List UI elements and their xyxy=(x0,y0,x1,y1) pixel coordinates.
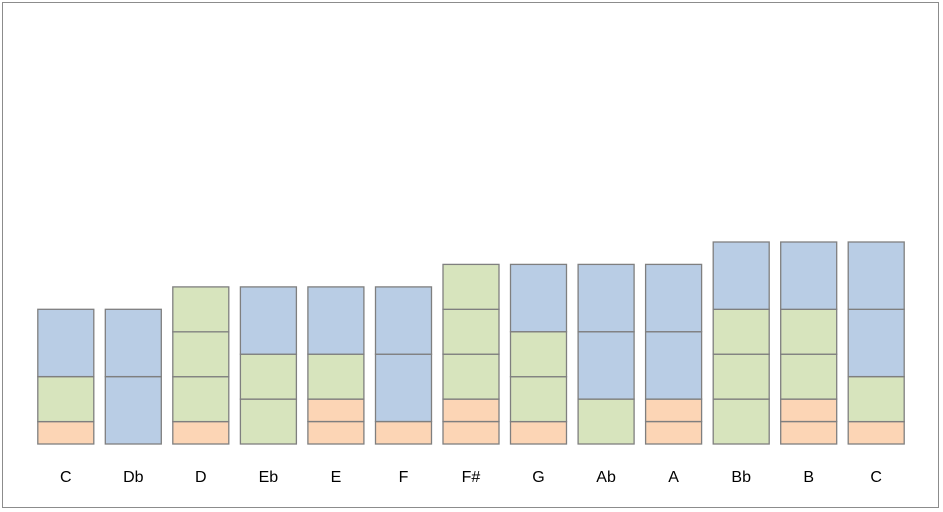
bar-segment-5-2 xyxy=(374,286,433,355)
category-label-8: Ab xyxy=(596,469,616,486)
bar-segment-8-0 xyxy=(577,398,635,445)
bar-segment-5-1 xyxy=(374,353,433,423)
bar-segment-10-2 xyxy=(712,308,770,355)
category-label-12: C xyxy=(870,469,882,486)
category-label-2: D xyxy=(195,469,207,486)
bar-segment-11-0 xyxy=(780,420,838,445)
category-label-1: Db xyxy=(123,469,144,486)
bar-segment-4-3 xyxy=(307,286,365,355)
bar-segment-2-3 xyxy=(172,286,230,333)
bar-segment-3-1 xyxy=(239,353,298,400)
bar-segment-0-0 xyxy=(37,420,95,445)
category-label-5: F xyxy=(399,469,409,486)
bar-segment-9-3 xyxy=(644,263,703,333)
bar-segment-7-1 xyxy=(509,376,568,423)
bar-segment-4-1 xyxy=(307,398,365,423)
bar-segment-0-1 xyxy=(37,376,95,423)
category-label-4: E xyxy=(331,469,342,486)
bars-group xyxy=(37,241,905,445)
bar-segment-7-3 xyxy=(509,263,568,333)
bar-segment-11-1 xyxy=(780,398,838,423)
category-label-7: G xyxy=(532,469,544,486)
category-label-0: C xyxy=(60,469,72,486)
category-label-3: Eb xyxy=(259,469,279,486)
bar-segment-11-4 xyxy=(780,241,838,310)
bar-segment-12-2 xyxy=(847,308,905,378)
bar-segment-2-2 xyxy=(172,331,230,378)
bar-segment-4-2 xyxy=(307,353,365,400)
bar-segment-6-4 xyxy=(442,263,500,310)
category-label-9: A xyxy=(668,469,679,486)
bar-segment-2-1 xyxy=(172,376,230,423)
bar-segment-2-0 xyxy=(172,420,230,445)
bar-segment-9-2 xyxy=(644,331,703,400)
bar-segment-10-0 xyxy=(712,398,770,445)
bar-segment-6-3 xyxy=(442,308,500,355)
bar-segment-3-0 xyxy=(239,398,298,445)
bar-segment-7-2 xyxy=(509,331,568,378)
bar-segment-6-2 xyxy=(442,353,500,400)
bar-segment-11-3 xyxy=(780,308,838,355)
category-label-10: Bb xyxy=(731,469,751,486)
bar-segment-11-2 xyxy=(780,353,838,400)
bar-segment-12-3 xyxy=(847,241,905,310)
bar-segment-4-0 xyxy=(307,420,365,445)
category-labels-group: C Db D Eb E F F# G Ab A Bb B C xyxy=(60,469,882,486)
bar-segment-5-0 xyxy=(374,420,433,445)
bar-segment-10-3 xyxy=(712,241,770,310)
bar-segment-7-0 xyxy=(509,420,568,445)
bar-segment-1-0 xyxy=(104,376,162,445)
bar-segment-6-0 xyxy=(442,420,500,445)
bar-segment-8-1 xyxy=(577,331,635,400)
bar-segment-9-0 xyxy=(644,420,703,445)
bar-segment-12-0 xyxy=(847,420,905,445)
bar-segment-10-1 xyxy=(712,353,770,400)
bar-segment-12-1 xyxy=(847,376,905,423)
bar-segment-9-1 xyxy=(644,398,703,423)
bar-segment-6-1 xyxy=(442,398,500,423)
bar-segment-0-2 xyxy=(37,308,95,378)
bar-segment-8-2 xyxy=(577,263,635,333)
bar-segment-3-2 xyxy=(239,286,298,355)
category-label-11: B xyxy=(803,469,814,486)
bar-segment-1-1 xyxy=(104,308,162,378)
category-label-6: F# xyxy=(462,469,481,486)
